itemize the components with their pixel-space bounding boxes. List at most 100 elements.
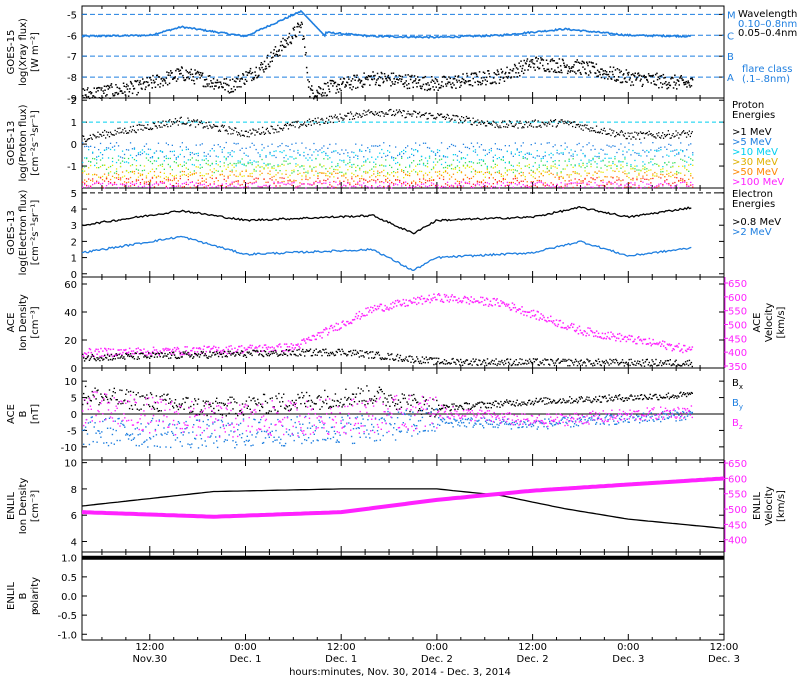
xray-short-point: [196, 72, 198, 74]
ace-velocity-point: [128, 352, 129, 354]
proton-point: [487, 121, 488, 122]
xray-short-point: [460, 85, 462, 87]
proton-point: [524, 124, 525, 125]
proton-point: [139, 125, 140, 126]
proton-point: [357, 156, 358, 157]
proton-point: [683, 130, 684, 131]
proton-point: [537, 182, 538, 183]
proton-point: [96, 174, 97, 175]
xray-short-point: [550, 59, 552, 61]
y-tick-label: -1.0: [57, 630, 77, 641]
proton-point: [519, 173, 520, 174]
xray-short-point: [150, 79, 152, 81]
proton-point: [594, 179, 595, 180]
proton-point: [521, 151, 522, 152]
proton-point: [275, 174, 276, 175]
proton-point: [198, 153, 199, 154]
proton-point: [331, 162, 332, 163]
ace-density-point: [104, 355, 105, 356]
proton-point: [279, 185, 280, 186]
proton-point: [517, 127, 518, 128]
proton-point: [232, 183, 233, 184]
xray-short-point: [557, 67, 559, 69]
proton-point: [616, 168, 617, 169]
proton-point: [114, 149, 115, 150]
proton-point: [507, 185, 508, 186]
xray-short-point: [266, 68, 268, 70]
proton-point: [553, 184, 554, 185]
xray-short-point: [506, 67, 508, 69]
proton-point: [401, 183, 402, 184]
proton-point: [473, 146, 474, 147]
xray-short-point: [82, 95, 84, 97]
xray-short-point: [87, 89, 89, 91]
x-tick-label-date: Nov.30: [132, 654, 167, 665]
right-axis-title: [km/s]: [776, 306, 787, 338]
proton-point: [126, 149, 127, 150]
ace-velocity-point: [133, 350, 135, 352]
ace-velocity-point: [364, 315, 366, 317]
proton-point: [391, 172, 392, 173]
xray-short-point: [237, 78, 239, 80]
ace-velocity-point: [83, 356, 85, 358]
ace-velocity-point: [409, 300, 411, 302]
ace-velocity-point: [269, 351, 271, 353]
xray-short-point: [185, 70, 187, 72]
xray-short-point: [384, 73, 386, 75]
proton-point: [519, 121, 520, 122]
proton-point: [246, 155, 247, 156]
xray-short-point: [348, 78, 350, 80]
proton-point: [212, 178, 213, 179]
proton-point: [447, 182, 448, 183]
xray-short-point: [550, 61, 552, 63]
proton-point: [256, 170, 257, 171]
proton-point: [583, 130, 584, 131]
proton-point: [242, 187, 243, 188]
proton-point: [357, 183, 358, 184]
proton-point: [634, 132, 635, 133]
xray-short-point: [300, 24, 302, 26]
proton-point: [640, 181, 641, 182]
xray-short-point: [84, 90, 86, 92]
xray-short-point: [268, 64, 270, 66]
proton-point: [148, 173, 149, 174]
xray-short-point: [596, 76, 598, 78]
xray-short-point: [199, 74, 201, 76]
proton-point: [674, 136, 675, 137]
proton-point: [445, 156, 446, 157]
ace-velocity-point: [221, 352, 223, 354]
proton-point: [666, 149, 667, 150]
proton-point: [149, 129, 150, 130]
proton-point: [164, 182, 165, 183]
ace-velocity-point: [336, 323, 338, 325]
proton-point: [672, 166, 673, 167]
proton-point: [144, 170, 145, 171]
proton-point: [419, 164, 420, 165]
proton-point: [238, 176, 239, 177]
proton-point: [519, 165, 520, 166]
proton-point: [353, 157, 354, 158]
proton-point: [541, 158, 542, 159]
proton-point: [168, 164, 169, 165]
xray-short-point: [659, 76, 661, 78]
ace-velocity-point: [440, 300, 442, 302]
proton-point: [178, 185, 179, 186]
xray-short-point: [538, 58, 540, 60]
proton-point: [618, 160, 619, 161]
proton-point: [477, 119, 478, 120]
proton-point: [397, 171, 398, 172]
ace-velocity-point: [156, 349, 158, 351]
proton-point: [126, 161, 127, 162]
proton-point: [187, 118, 188, 119]
ace-velocity-point: [397, 300, 399, 302]
proton-point: [519, 183, 520, 184]
ace-density-point: [82, 354, 83, 355]
proton-point: [361, 165, 362, 166]
proton-point: [319, 149, 320, 150]
proton-point: [142, 153, 143, 154]
proton-point: [457, 165, 458, 166]
proton-point: [678, 180, 679, 181]
xray-short-point: [469, 80, 471, 82]
xray-short-point: [522, 68, 524, 70]
proton-point: [502, 121, 503, 122]
